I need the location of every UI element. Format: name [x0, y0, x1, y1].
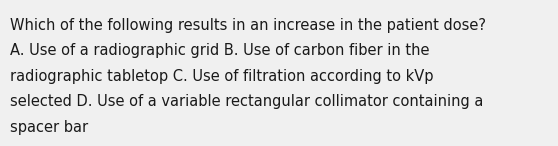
Text: Which of the following results in an increase in the patient dose?: Which of the following results in an inc…: [10, 18, 486, 33]
Text: A. Use of a radiographic grid B. Use of carbon fiber in the: A. Use of a radiographic grid B. Use of …: [10, 43, 430, 58]
Text: selected D. Use of a variable rectangular collimator containing a: selected D. Use of a variable rectangula…: [10, 94, 483, 109]
Text: radiographic tabletop C. Use of filtration according to kVp: radiographic tabletop C. Use of filtrati…: [10, 69, 434, 84]
Text: spacer bar: spacer bar: [10, 120, 88, 135]
